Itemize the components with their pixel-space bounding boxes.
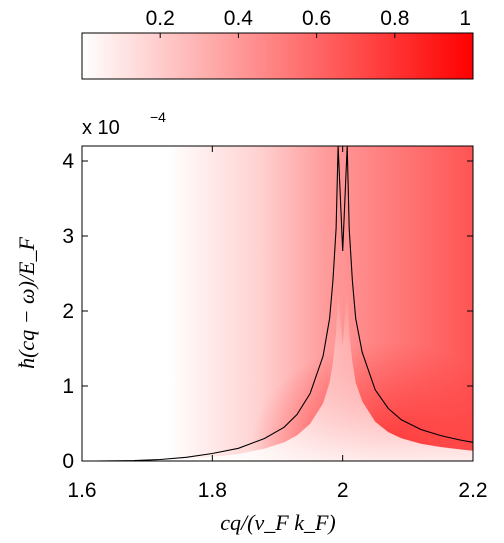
x-axis-label: cq/(v_F k_F) xyxy=(220,510,335,535)
y-multiplier: x 10 −4 xyxy=(82,109,166,139)
plot-frame xyxy=(81,145,474,462)
x-tick-label-2: 2 xyxy=(337,479,349,502)
data-curve xyxy=(94,146,473,461)
y-multiplier-prefix: x 10 xyxy=(82,117,120,139)
x-ticks: 1.6 1.8 2 2.2 xyxy=(67,146,488,502)
colorbar-gradient xyxy=(81,32,474,80)
y-tick-label-1: 1 xyxy=(62,375,74,398)
heatmap xyxy=(82,146,473,461)
x-tick-label-1: 1.8 xyxy=(198,479,227,502)
colorbar-ticks: 0.2 0.4 0.6 0.8 1 xyxy=(146,7,474,38)
y-tick-label-4: 4 xyxy=(62,150,74,173)
colorbar-tick-label-4: 1 xyxy=(459,7,471,30)
colorbar-tick-label-1: 0.4 xyxy=(224,7,254,30)
y-tick-label-3: 3 xyxy=(62,225,74,248)
y-ticks: 0 1 2 3 4 xyxy=(62,150,473,473)
y-multiplier-exponent: −4 xyxy=(150,109,166,125)
heatmap-peak-glow xyxy=(82,146,473,461)
colorbar-tick-label-3: 0.8 xyxy=(380,7,409,30)
y-tick-label-0: 0 xyxy=(62,450,74,473)
colorbar: 0.2 0.4 0.6 0.8 1 xyxy=(81,7,474,80)
y-tick-label-2: 2 xyxy=(62,300,74,323)
colorbar-tick-label-2: 0.6 xyxy=(302,7,331,30)
y-axis-label: ħ(cq − ω)/E_F xyxy=(14,237,39,369)
x-tick-label-3: 2.2 xyxy=(458,479,487,502)
x-tick-label-0: 1.6 xyxy=(67,479,96,502)
colorbar-tick-label-0: 0.2 xyxy=(146,7,175,30)
